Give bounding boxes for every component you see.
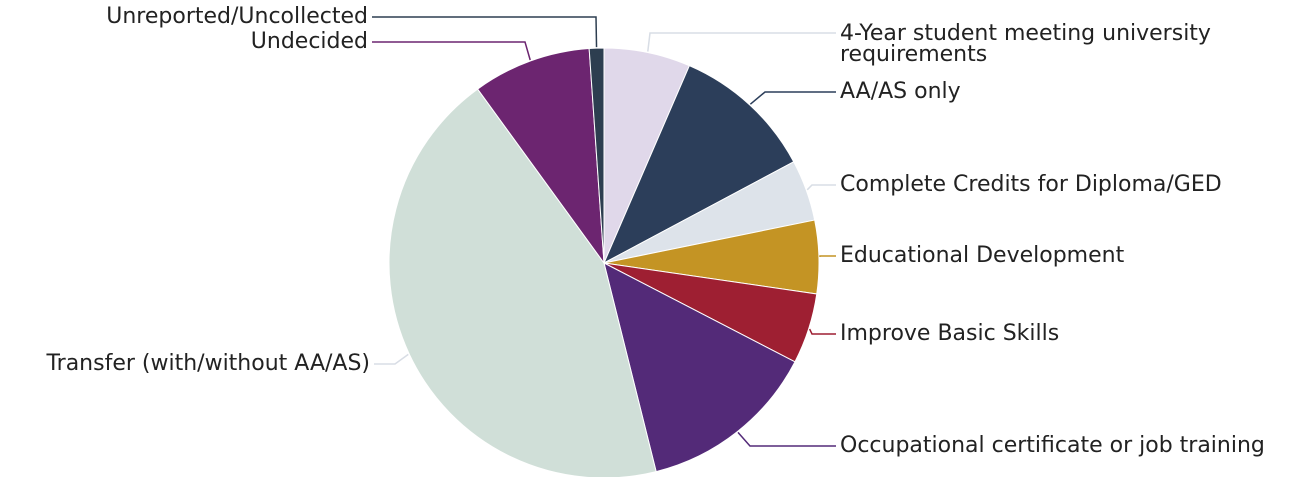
- leader-line: [647, 32, 836, 52]
- slice-label: 4-Year student meeting university requir…: [840, 21, 1211, 67]
- leader-line: [749, 91, 836, 105]
- leader-line: [374, 353, 409, 365]
- leader-line: [737, 431, 836, 447]
- leader-line: [806, 184, 836, 191]
- pie-slice: [476, 47, 605, 265]
- leader-line: [372, 16, 598, 48]
- leader-line: [819, 255, 836, 257]
- slice-label: Unreported/Uncollected: [106, 4, 368, 29]
- pie-slice: [388, 88, 657, 477]
- slice-label: Transfer (with/without AA/AS): [46, 351, 370, 376]
- slice-label: AA/AS only: [840, 79, 961, 104]
- leader-line: [808, 328, 836, 335]
- pie-slice: [602, 65, 795, 265]
- pie-slice: [588, 47, 605, 264]
- leader-line: [372, 41, 531, 61]
- slice-label: Undecided: [250, 29, 368, 54]
- slice-label: Educational Development: [840, 243, 1125, 268]
- slice-label: Occupational certificate or job training: [840, 433, 1265, 458]
- slice-label: Complete Credits for Diploma/GED: [840, 172, 1222, 197]
- pie-slice: [603, 262, 796, 473]
- slice-label: Improve Basic Skills: [840, 321, 1060, 346]
